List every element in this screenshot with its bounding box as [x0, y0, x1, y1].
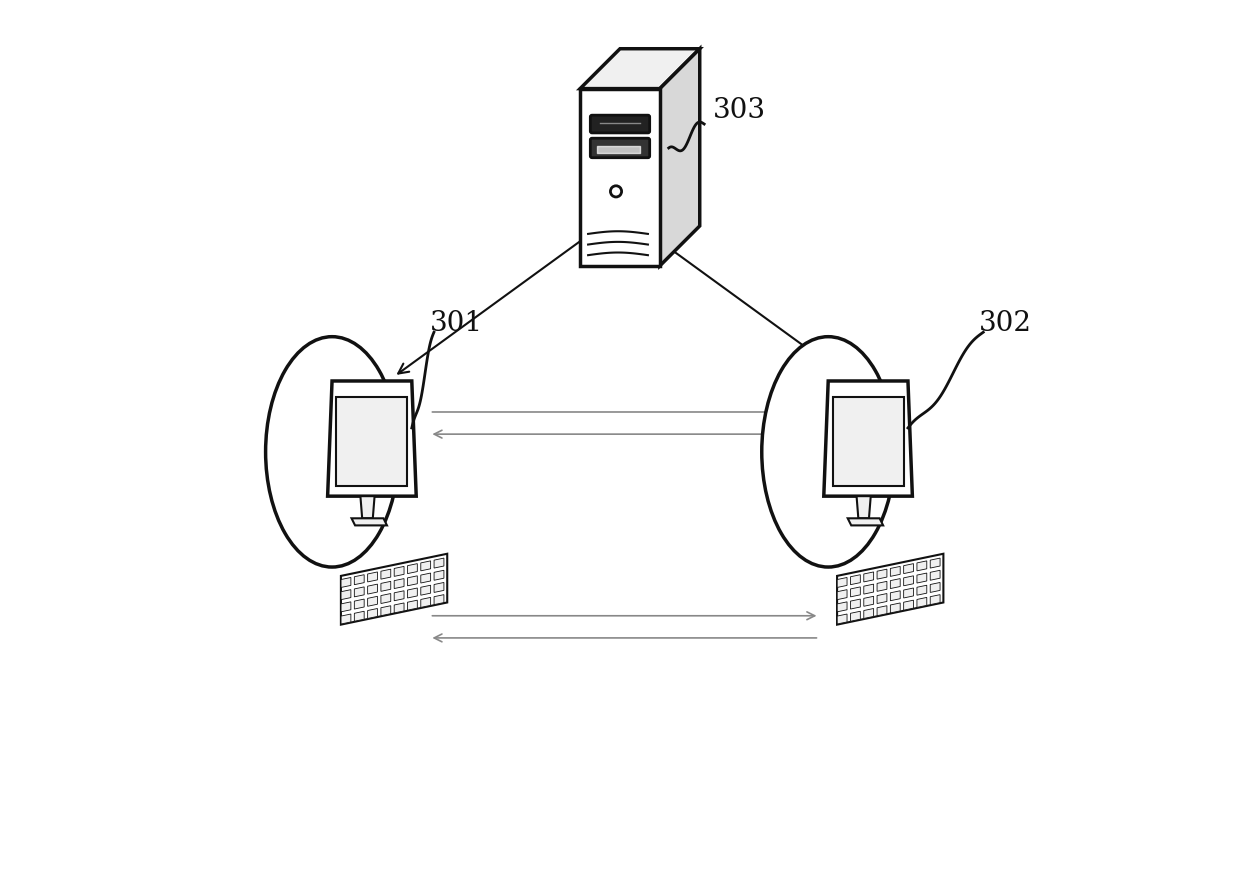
Polygon shape — [864, 609, 874, 618]
Polygon shape — [930, 595, 940, 604]
Polygon shape — [420, 586, 430, 595]
Polygon shape — [394, 566, 404, 577]
Polygon shape — [355, 575, 365, 585]
Polygon shape — [660, 49, 699, 266]
Polygon shape — [890, 591, 900, 601]
Polygon shape — [851, 599, 861, 609]
Polygon shape — [837, 602, 847, 612]
Polygon shape — [864, 584, 874, 595]
Polygon shape — [848, 518, 883, 525]
Polygon shape — [434, 582, 444, 593]
Polygon shape — [367, 572, 377, 582]
FancyBboxPatch shape — [590, 138, 650, 158]
Polygon shape — [890, 579, 900, 588]
Polygon shape — [394, 591, 404, 601]
Polygon shape — [420, 561, 430, 571]
Circle shape — [610, 186, 621, 197]
Text: 303: 303 — [713, 97, 766, 124]
Polygon shape — [904, 563, 914, 573]
Polygon shape — [916, 573, 926, 583]
Polygon shape — [877, 569, 887, 579]
Polygon shape — [381, 581, 391, 591]
Polygon shape — [851, 611, 861, 621]
Polygon shape — [916, 561, 926, 571]
Polygon shape — [336, 397, 408, 486]
Polygon shape — [877, 594, 887, 603]
Polygon shape — [904, 588, 914, 598]
Polygon shape — [394, 579, 404, 588]
Polygon shape — [916, 597, 926, 608]
Polygon shape — [394, 603, 404, 613]
Polygon shape — [580, 89, 660, 266]
Polygon shape — [341, 554, 448, 625]
Polygon shape — [916, 586, 926, 595]
Polygon shape — [408, 563, 418, 573]
Polygon shape — [355, 599, 365, 609]
Polygon shape — [341, 614, 351, 624]
Polygon shape — [327, 381, 417, 496]
Polygon shape — [367, 596, 377, 606]
Polygon shape — [877, 581, 887, 591]
FancyBboxPatch shape — [590, 115, 650, 133]
Polygon shape — [341, 578, 351, 587]
Polygon shape — [341, 602, 351, 612]
Polygon shape — [434, 595, 444, 604]
Polygon shape — [864, 596, 874, 606]
Polygon shape — [381, 606, 391, 616]
Polygon shape — [408, 588, 418, 598]
Polygon shape — [408, 576, 418, 586]
Polygon shape — [832, 397, 904, 486]
Polygon shape — [864, 572, 874, 582]
Polygon shape — [361, 496, 374, 518]
Polygon shape — [837, 578, 847, 587]
Polygon shape — [837, 590, 847, 600]
Polygon shape — [851, 587, 861, 597]
Polygon shape — [930, 558, 940, 568]
Ellipse shape — [761, 337, 895, 567]
Polygon shape — [877, 606, 887, 616]
Polygon shape — [355, 611, 365, 621]
Polygon shape — [434, 571, 444, 580]
Polygon shape — [851, 575, 861, 585]
Polygon shape — [367, 609, 377, 618]
Polygon shape — [890, 566, 900, 577]
Polygon shape — [352, 518, 387, 525]
Polygon shape — [420, 573, 430, 583]
Ellipse shape — [265, 337, 398, 567]
Polygon shape — [434, 558, 444, 568]
Polygon shape — [381, 569, 391, 579]
Polygon shape — [904, 600, 914, 610]
Text: 302: 302 — [978, 310, 1032, 337]
Polygon shape — [408, 600, 418, 610]
Polygon shape — [341, 590, 351, 600]
Polygon shape — [355, 587, 365, 597]
Polygon shape — [580, 49, 699, 89]
Text: 301: 301 — [429, 310, 482, 337]
Polygon shape — [837, 554, 944, 625]
Polygon shape — [837, 614, 847, 624]
Polygon shape — [823, 381, 913, 496]
Polygon shape — [904, 576, 914, 586]
Polygon shape — [890, 603, 900, 613]
Polygon shape — [367, 584, 377, 595]
Polygon shape — [381, 594, 391, 603]
Polygon shape — [930, 571, 940, 580]
Polygon shape — [857, 496, 870, 518]
Polygon shape — [420, 597, 430, 608]
Polygon shape — [930, 582, 940, 593]
